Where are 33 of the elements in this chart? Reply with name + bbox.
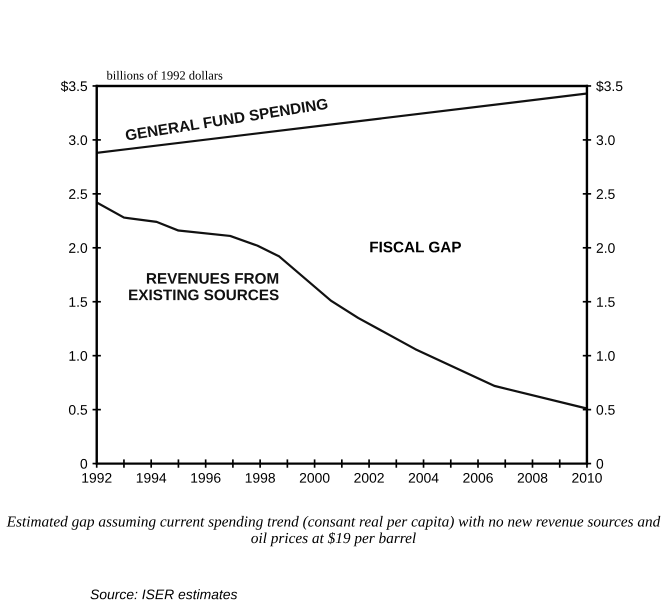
y-tick-label: 0: [80, 458, 88, 469]
y2-tick-label: 0: [596, 458, 604, 469]
y2-tick-label: 2.5: [596, 189, 615, 200]
y2-tick-label: 3.0: [596, 135, 615, 146]
line-series: [96, 201, 587, 410]
x-tick-label: 2000: [300, 472, 330, 483]
y2-tick-label: 2.0: [596, 243, 615, 253]
series-label: REVENUES FROM EXISTING SOURCES: [129, 273, 279, 300]
x-tick-label: 1996: [191, 472, 220, 483]
annotation: FISCAL GAP: [370, 242, 461, 252]
y2-tick-label: 1.0: [597, 351, 615, 361]
y-axis-title: billions of 1992 dollars: [106, 70, 222, 80]
x-tick-label: 2010: [572, 472, 602, 483]
x-tick-label: 1994: [136, 472, 166, 483]
y2-tick-label: 1.5: [597, 297, 615, 307]
y-tick-label: 2.5: [69, 189, 88, 200]
y-tick-label: 1.5: [69, 297, 88, 307]
y-tick-label: 2.0: [69, 243, 88, 253]
x-tick-label: 2002: [354, 472, 384, 483]
source-note: Source: ISER estimates: [90, 589, 238, 600]
y-tick-label: $3.5: [60, 80, 88, 92]
x-tick-label: 2006: [463, 472, 493, 483]
text: Estimated gap assuming current spending trend (consant real per capita) with no new revenue sources and oil prices at $19 per barrel: [6, 516, 660, 546]
x-tick-label: 2004: [408, 472, 439, 483]
y-tick-label: 1.0: [69, 351, 88, 361]
x-tick-label: 2008: [518, 472, 548, 483]
y2-tick-label: 0.5: [596, 404, 615, 415]
x-tick-label: 1992: [82, 472, 112, 483]
text: GENERAL FUND SPENDING: [125, 98, 328, 141]
y2-tick-label: $3.5: [596, 80, 622, 92]
y-tick-label: 0.5: [68, 404, 88, 415]
x-tick-label: 1998: [246, 472, 275, 483]
y-tick-label: 3.0: [68, 135, 88, 146]
